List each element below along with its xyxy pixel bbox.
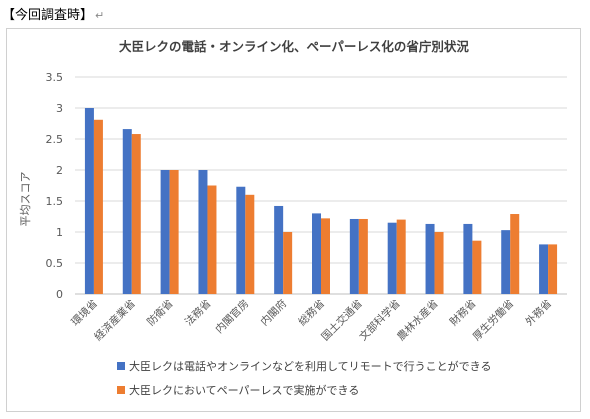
bar-chart: 大臣レクの電話・オンライン化、ペーパーレス化の省庁別状況 0 0.5 1 1.5 2 2.…	[19, 39, 567, 397]
bar-paperless	[207, 185, 217, 294]
y-tick-label: 3.5	[46, 71, 64, 84]
return-mark-icon: ↵	[95, 9, 105, 22]
bar-remote	[312, 213, 321, 294]
heading-text: 【今回調査時】	[2, 8, 94, 23]
bar-paperless	[131, 134, 141, 294]
bar-paperless	[472, 240, 482, 294]
bar-remote	[198, 170, 208, 294]
bar-remote	[349, 218, 359, 294]
legend-entry: 大臣レクは電話やオンラインなどを利用してリモートで行うことができる	[129, 359, 491, 373]
bar-paperless	[510, 214, 520, 294]
bar-remote	[122, 129, 132, 294]
bar-paperless	[245, 194, 255, 294]
bar-remote	[463, 223, 473, 294]
bar-paperless	[548, 244, 558, 294]
x-tick-label: 外務省	[523, 297, 554, 328]
x-axis-ticks: 環境省経済産業省 防衛省 法務省 内閣官房 内閣府 総務省国土交通省文部科学省農林水産省財…	[69, 297, 555, 343]
x-tick-label: 農林水産省	[394, 297, 440, 343]
x-tick-label: 法務省	[182, 297, 213, 328]
bar-remote	[425, 223, 435, 294]
bar-remote	[84, 108, 94, 294]
y-tick-label: 1.5	[46, 195, 64, 208]
bar-remote	[236, 186, 246, 294]
legend-swatch	[117, 386, 125, 394]
y-tick-label: 0	[56, 288, 63, 301]
x-tick-label: 環境省	[69, 297, 100, 328]
y-tick-label: 2	[56, 164, 63, 177]
bar-paperless	[358, 218, 368, 294]
x-tick-label: 厚生労働省	[470, 297, 516, 343]
x-tick-label: 内閣府	[258, 297, 289, 328]
x-tick-label: 防衛省	[144, 297, 175, 328]
bar-remote	[274, 205, 284, 294]
bar-paperless	[434, 232, 444, 294]
x-tick-label: 内閣官房	[213, 297, 252, 336]
bar-remote	[501, 230, 511, 294]
bar-paperless	[321, 218, 330, 294]
legend: 大臣レクは電話やオンラインなどを利用してリモートで行うことができる大臣レクにおい…	[117, 359, 491, 397]
chart-title: 大臣レクの電話・オンライン化、ペーパーレス化の省庁別状況	[119, 39, 469, 54]
y-axis-label: 平均スコア	[19, 172, 32, 227]
y-tick-label: 2.5	[46, 133, 64, 146]
bar-paperless	[283, 232, 293, 294]
bar-paperless	[169, 170, 179, 294]
x-tick-label: 総務省	[296, 297, 327, 328]
bars	[84, 108, 558, 294]
y-tick-label: 1	[56, 226, 63, 239]
chart-frame: 大臣レクの電話・オンライン化、ペーパーレス化の省庁別状況 0 0.5 1 1.5 2 2.…	[6, 28, 581, 412]
legend-entry: 大臣レクにおいてペーパーレスで実施ができる	[129, 383, 359, 397]
bar-remote	[160, 170, 170, 294]
x-tick-label: 財務省	[447, 297, 478, 328]
bar-paperless	[396, 219, 406, 294]
document-heading: 【今回調査時】 ↵	[2, 4, 104, 23]
y-axis-ticks: 0 0.5 1 1.5 2 2.5 3 3.5	[46, 71, 64, 301]
y-tick-label: 3	[56, 102, 63, 115]
bar-remote	[387, 222, 397, 294]
x-tick-label: 経済産業省	[92, 297, 138, 343]
y-tick-label: 0.5	[46, 257, 64, 270]
bar-remote	[539, 244, 549, 294]
legend-swatch	[117, 362, 125, 370]
bar-paperless	[93, 119, 103, 294]
